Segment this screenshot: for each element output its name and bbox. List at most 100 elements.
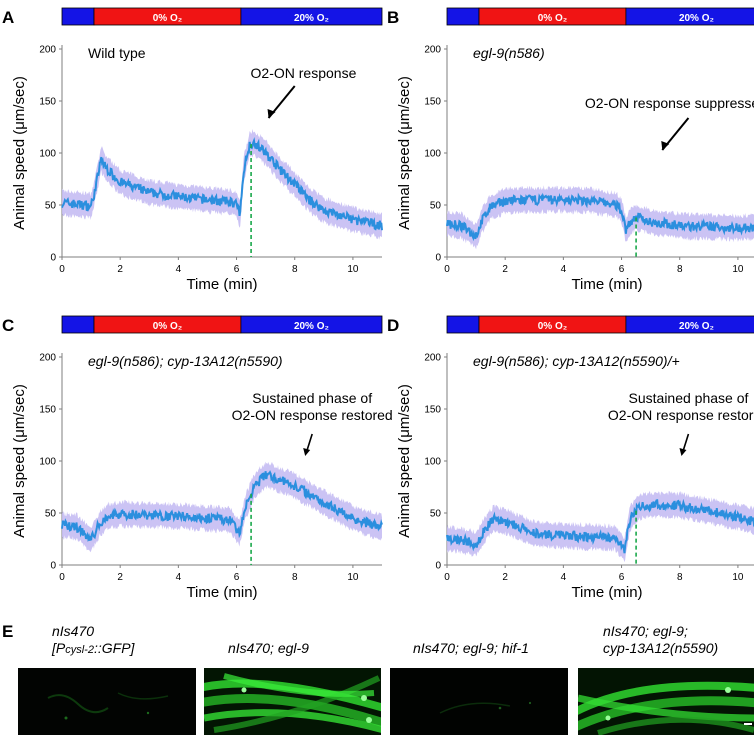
oxygen-bar-high (240, 315, 383, 334)
y-axis-label: Animal speed (μm/sec) (11, 384, 28, 538)
oxygen-label-zero: 0% O₂ (538, 13, 567, 24)
annotation: O2-ON response (251, 65, 357, 81)
y-tick-label: 0 (50, 253, 56, 264)
y-axis-label: Animal speed (μm/sec) (396, 384, 413, 538)
x-tick-label: 6 (619, 572, 625, 583)
oxygen-bar-initial (446, 7, 480, 26)
caption-egl9-cyp: nIs470; egl-9; cyp-13A12(n5590) (603, 623, 719, 656)
x-tick-label: 0 (59, 572, 65, 583)
speed-trace (61, 137, 383, 231)
y-tick-label: 100 (39, 149, 56, 160)
x-tick-label: 0 (444, 264, 450, 275)
annotation-arrowhead (661, 141, 670, 150)
sem-band (62, 461, 382, 553)
y-tick-label: 50 (430, 201, 442, 212)
y-tick-label: 200 (39, 353, 56, 364)
caption-wild-type-reporter: nIs470 [Pcysl-2::GFP] (52, 623, 135, 656)
x-tick-label: 4 (176, 572, 182, 583)
x-tick-label: 2 (117, 264, 123, 275)
panel-label-e: E (2, 622, 14, 641)
genotype-label: egl-9(n586); cyp-13A12(n5590)/+ (473, 353, 680, 369)
micrograph-reporter-only (18, 668, 196, 735)
panel-letter: B (387, 8, 399, 27)
x-tick-label: 10 (732, 264, 744, 275)
x-tick-label: 6 (234, 264, 240, 275)
y-tick-label: 100 (424, 457, 441, 468)
panel-letter: A (2, 8, 14, 27)
y-tick-label: 150 (39, 97, 56, 108)
y-tick-label: 200 (424, 45, 441, 56)
x-axis-label: Time (min) (571, 276, 642, 293)
oxygen-label-zero: 0% O₂ (538, 321, 567, 332)
y-tick-label: 150 (424, 405, 441, 416)
x-tick-label: 8 (292, 264, 298, 275)
panel-letter: D (387, 316, 399, 335)
x-tick-label: 6 (619, 264, 625, 275)
oxygen-bar-initial (446, 315, 480, 334)
x-tick-label: 8 (677, 264, 683, 275)
annotation-line: Sustained phase of (629, 390, 749, 406)
y-tick-label: 150 (39, 405, 56, 416)
y-tick-label: 50 (45, 201, 57, 212)
annotation-line: O2-ON response restored (608, 407, 754, 423)
x-axis-label: Time (min) (571, 584, 642, 601)
x-tick-label: 8 (677, 572, 683, 583)
oxygen-bar-initial (61, 315, 95, 334)
x-tick-label: 4 (561, 572, 567, 583)
x-tick-label: 10 (347, 572, 359, 583)
x-tick-label: 2 (502, 572, 508, 583)
y-tick-label: 50 (430, 509, 442, 520)
oxygen-bar-initial (61, 7, 95, 26)
y-axis-label: Animal speed (μm/sec) (11, 76, 28, 230)
panel-c: C 0% O₂ 20% O₂ 0 50 100 150 200 0 2 4 6 8 10 Time (min… (2, 315, 393, 601)
y-tick-label: 50 (45, 509, 57, 520)
caption-egl9-hif1: nIs470; egl-9; hif-1 (413, 640, 529, 656)
oxygen-bar-high (240, 7, 383, 26)
oxygen-label-high: 20% O₂ (679, 321, 714, 332)
y-tick-label: 100 (424, 149, 441, 160)
x-tick-label: 10 (732, 572, 744, 583)
x-tick-label: 0 (59, 264, 65, 275)
sem-band (62, 128, 382, 240)
genotype-label: Wild type (88, 45, 146, 61)
x-tick-label: 10 (347, 264, 359, 275)
oxygen-bar-high (625, 315, 754, 334)
x-axis-label: Time (min) (186, 276, 257, 293)
genotype-label: egl-9(n586); cyp-13A12(n5590) (88, 353, 283, 369)
oxygen-label-high: 20% O₂ (294, 321, 329, 332)
oxygen-label-zero: 0% O₂ (153, 321, 182, 332)
oxygen-label-high: 20% O₂ (679, 13, 714, 24)
x-tick-label: 6 (234, 572, 240, 583)
sem-band (447, 185, 754, 250)
x-tick-label: 4 (561, 264, 567, 275)
panel-a: A 0% O₂ 20% O₂ 0 50 100 150 200 0 2 4 6 8 10 Time (min… (2, 7, 383, 293)
oxygen-label-zero: 0% O₂ (153, 13, 182, 24)
sem-band (447, 490, 754, 563)
oxygen-label-high: 20% O₂ (294, 13, 329, 24)
annotation: O2-ON response suppressed (585, 95, 754, 111)
annotation-line: Sustained phase of (252, 390, 372, 406)
x-axis-label: Time (min) (186, 584, 257, 601)
micrograph-egl9-cyp (578, 668, 754, 735)
y-axis-label: Animal speed (μm/sec) (396, 76, 413, 230)
panel-b: B 0% O₂ 20% O₂ 0 50 100 150 200 0 2 4 6 8 10 Time (min… (387, 7, 754, 293)
x-tick-label: 2 (117, 572, 123, 583)
y-tick-label: 0 (50, 561, 56, 572)
annotation-arrowhead (267, 109, 276, 118)
speed-trace (446, 498, 754, 554)
y-tick-label: 0 (435, 561, 441, 572)
panel-letter: C (2, 316, 14, 335)
y-tick-label: 200 (39, 45, 56, 56)
speed-trace (61, 470, 383, 543)
y-tick-label: 0 (435, 253, 441, 264)
y-tick-label: 200 (424, 353, 441, 364)
annotation-arrowhead (303, 448, 311, 456)
speed-trace (446, 192, 754, 242)
x-tick-label: 8 (292, 572, 298, 583)
y-tick-label: 100 (39, 457, 56, 468)
y-tick-label: 150 (424, 97, 441, 108)
x-tick-label: 0 (444, 572, 450, 583)
panel-d: D 0% O₂ 20% O₂ 0 50 100 150 200 0 2 4 6 8 10 Time (min… (387, 315, 754, 601)
